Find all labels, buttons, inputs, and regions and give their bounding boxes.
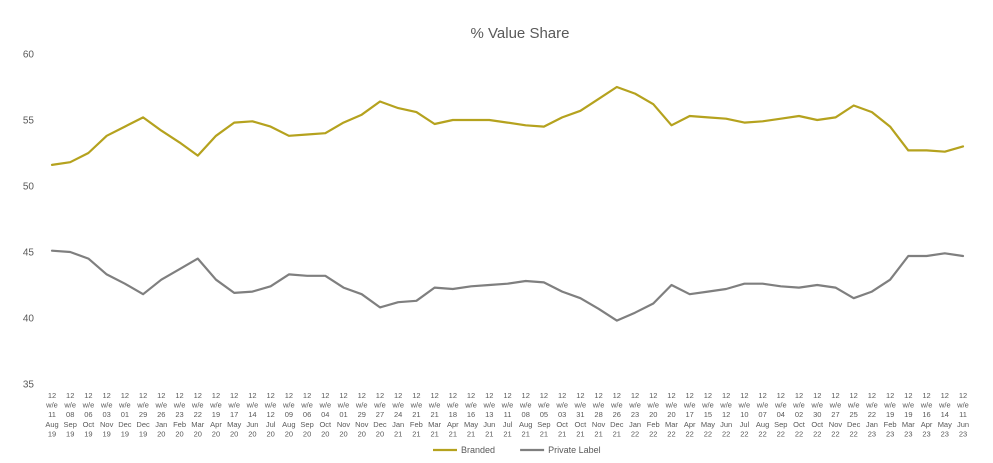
- legend-label: Branded: [461, 445, 495, 455]
- x-tick-label: 12 w/e 08 Sep 19: [63, 391, 77, 438]
- x-tick-label: 12 w/e 03 Nov 19: [100, 391, 114, 438]
- legend: Branded Private Label: [433, 445, 601, 455]
- y-tick-label: 45: [23, 248, 35, 259]
- x-tick-label: 12 w/e 31 Oct 21: [574, 391, 588, 438]
- x-tick-label: 12 w/e 04 Oct 20: [318, 391, 332, 438]
- x-tick-label: 12 w/e 19 Apr 20: [209, 391, 222, 438]
- legend-item-branded: Branded: [433, 445, 495, 455]
- x-tick-label: 12 w/e 14 Jun 20: [246, 391, 259, 438]
- x-tick-label: 12 w/e 02 Oct 22: [792, 391, 806, 438]
- y-tick-label: 55: [23, 116, 35, 127]
- x-tick-label: 12 w/e 11 Jul 21: [501, 391, 514, 438]
- x-tick-label: 12 w/e 16 May 21: [464, 391, 478, 438]
- legend-label: Private Label: [548, 445, 601, 455]
- x-tick-label: 12 w/e 20 Feb 22: [646, 391, 659, 438]
- series-line-private-label: [50, 249, 965, 322]
- y-tick-label: 40: [23, 314, 35, 325]
- x-tick-label: 12 w/e 29 Dec 19: [136, 391, 150, 438]
- x-tick-label: 12 w/e 21 Mar 21: [428, 391, 442, 438]
- x-tick-label: 12 w/e 22 Jan 23: [865, 391, 878, 438]
- x-tick-label: 12 w/e 12 Jul 20: [264, 391, 277, 438]
- x-tick-label: 12 w/e 06 Oct 19: [82, 391, 96, 438]
- x-tick-label: 12 w/e 01 Nov 20: [337, 391, 351, 438]
- x-tick-label: 12 w/e 16 Apr 23: [920, 391, 933, 438]
- x-tick-label: 12 w/e 05 Sep 21: [537, 391, 551, 438]
- chart-title: % Value Share: [471, 25, 570, 42]
- x-tick-label: 12 w/e 01 Dec 19: [118, 391, 132, 438]
- x-axis: 12 w/e 11 Aug 19 12 w/e 08 Sep 19 12 w/e 06 Oct 19 12 w/…: [45, 391, 969, 438]
- x-tick-label: 12 w/e 13 Jun 21: [482, 391, 495, 438]
- x-tick-label: 12 w/e 17 Apr 22: [683, 391, 696, 438]
- x-tick-label: 12 w/e 19 Mar 23: [902, 391, 916, 438]
- x-tick-label: 12 w/e 28 Nov 21: [592, 391, 606, 438]
- y-tick-label: 35: [23, 380, 35, 391]
- x-tick-label: 12 w/e 26 Jan 20: [154, 391, 167, 438]
- x-tick-label: 12 w/e 25 Dec 22: [847, 391, 861, 438]
- y-tick-label: 60: [23, 50, 35, 61]
- x-tick-label: 12 w/e 22 Mar 20: [191, 391, 205, 438]
- legend-item-private-label: Private Label: [520, 445, 601, 455]
- x-tick-label: 12 w/e 10 Jul 22: [738, 391, 751, 438]
- x-tick-label: 12 w/e 24 Jan 21: [391, 391, 404, 438]
- y-tick-label: 50: [23, 182, 35, 193]
- x-tick-label: 12 w/e 11 Jun 23: [956, 391, 969, 438]
- y-axis: 35 40 45 50 55 60: [23, 50, 35, 391]
- x-tick-label: 12 w/e 15 May 22: [701, 391, 715, 438]
- x-tick-label: 12 w/e 03 Oct 21: [555, 391, 569, 438]
- x-tick-label: 12 w/e 11 Aug 19: [45, 391, 59, 438]
- x-tick-label: 12 w/e 08 Aug 21: [519, 391, 533, 438]
- series-line-branded: [50, 85, 965, 166]
- x-tick-label: 12 w/e 23 Feb 20: [173, 391, 186, 438]
- x-tick-label: 12 w/e 20 Mar 22: [665, 391, 679, 438]
- x-tick-label: 12 w/e 19 Feb 23: [883, 391, 896, 438]
- x-tick-label: 12 w/e 09 Aug 20: [282, 391, 296, 438]
- x-tick-label: 12 w/e 26 Dec 21: [610, 391, 624, 438]
- x-tick-label: 12 w/e 17 May 20: [227, 391, 241, 438]
- x-tick-label: 12 w/e 18 Apr 21: [446, 391, 459, 438]
- x-tick-label: 12 w/e 27 Nov 22: [829, 391, 843, 438]
- series-lines: [50, 85, 965, 322]
- x-tick-label: 12 w/e 12 Jun 22: [719, 391, 732, 438]
- x-tick-label: 12 w/e 27 Dec 20: [373, 391, 387, 438]
- x-tick-label: 12 w/e 04 Sep 22: [774, 391, 788, 438]
- x-tick-label: 12 w/e 30 Oct 22: [810, 391, 824, 438]
- x-tick-label: 12 w/e 23 Jan 22: [628, 391, 641, 438]
- x-tick-label: 12 w/e 21 Feb 21: [410, 391, 423, 438]
- x-tick-label: 12 w/e 06 Sep 20: [300, 391, 314, 438]
- x-tick-label: 12 w/e 07 Aug 22: [756, 391, 770, 438]
- x-tick-label: 12 w/e 14 May 23: [938, 391, 952, 438]
- x-tick-label: 12 w/e 29 Nov 20: [355, 391, 369, 438]
